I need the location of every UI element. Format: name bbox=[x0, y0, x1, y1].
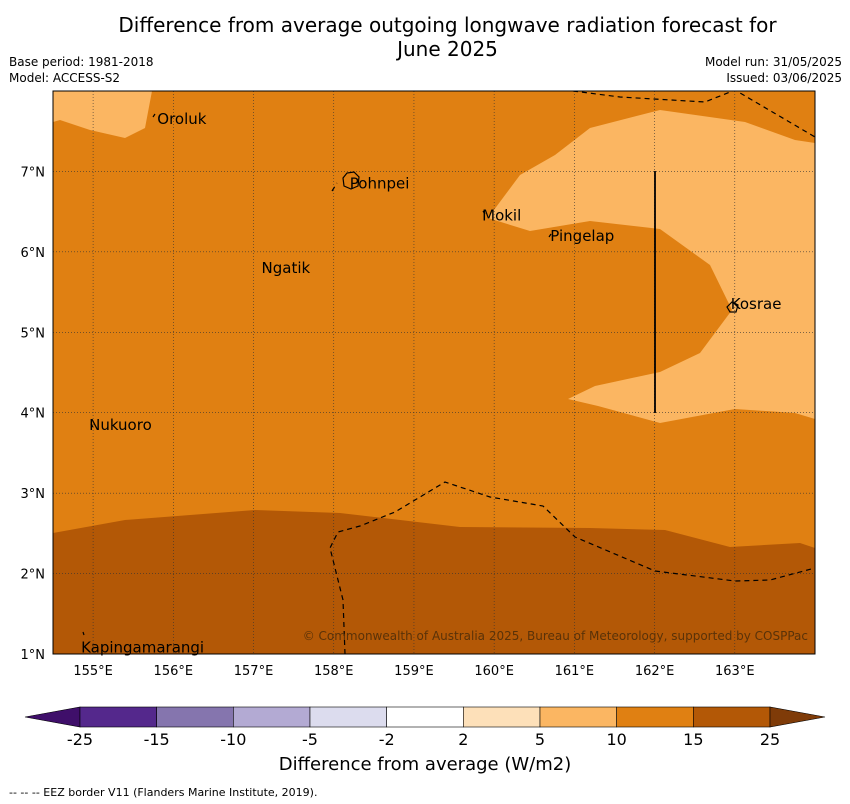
x-tick-label: 156°E bbox=[154, 664, 194, 679]
colorbar-segment bbox=[156, 706, 234, 728]
colorbar: -25 -15 -10 -5 -2 2 5 10 15 25 bbox=[24, 706, 826, 749]
place-label: Nukuoro bbox=[89, 416, 152, 434]
small-atoll-marks bbox=[82, 113, 552, 636]
x-axis-ticks: 155°E 156°E 157°E 158°E 159°E 160°E 161°E 162°E… bbox=[73, 664, 754, 679]
map-frame bbox=[52, 90, 816, 655]
place-label: Pohnpei bbox=[350, 174, 410, 192]
colorbar-segment bbox=[463, 706, 541, 728]
field-15-25 bbox=[53, 510, 815, 654]
eez-border-north bbox=[572, 91, 815, 138]
y-tick-label: 4°N bbox=[21, 407, 46, 422]
x-tick-label: 162°E bbox=[635, 664, 675, 679]
colorbar-tick-label: 10 bbox=[606, 730, 626, 749]
meta-right: Model run: 31/05/2025 Issued: 03/06/2025 bbox=[705, 54, 842, 86]
colorbar-segment bbox=[79, 706, 157, 728]
colorbar-extend-high bbox=[769, 706, 826, 728]
eez-border-stub bbox=[331, 182, 338, 192]
colorbar-tick-label: 25 bbox=[760, 730, 780, 749]
y-tick-label: 2°N bbox=[21, 568, 46, 583]
y-tick-label: 1°N bbox=[21, 648, 46, 663]
eez-note: -- -- -- EEZ border V11 (Flanders Marine… bbox=[9, 786, 318, 799]
colorbar-tick-label: -15 bbox=[144, 730, 170, 749]
colorbar-title: Difference from average (W/m2) bbox=[278, 754, 572, 775]
place-label: Mokil bbox=[482, 207, 521, 225]
map-fields bbox=[53, 91, 815, 654]
x-tick-label: 160°E bbox=[474, 664, 514, 679]
meta-left: Base period: 1981-2018 Model: ACCESS-S2 bbox=[9, 54, 154, 86]
base-period: Base period: 1981-2018 bbox=[9, 55, 154, 69]
place-label: Ngatik bbox=[262, 259, 311, 277]
model-name: Model: ACCESS-S2 bbox=[9, 71, 121, 85]
place-label: Pingelap bbox=[550, 227, 614, 245]
colorbar-tick-label: -25 bbox=[67, 730, 93, 749]
place-label: Kapingamarangi bbox=[81, 639, 204, 657]
chart-title: Difference from average outgoing longwav… bbox=[0, 13, 850, 61]
field-5-10-east bbox=[488, 110, 815, 423]
colorbar-tick-label: -2 bbox=[379, 730, 395, 749]
colorbar-extend-low bbox=[24, 706, 81, 728]
y-tick-label: 5°N bbox=[21, 326, 46, 341]
colorbar-tick-label: 5 bbox=[535, 730, 545, 749]
x-tick-label: 155°E bbox=[73, 664, 113, 679]
y-tick-label: 3°N bbox=[21, 487, 46, 502]
x-tick-label: 159°E bbox=[394, 664, 434, 679]
y-axis-ticks: 1°N 2°N 3°N 4°N 5°N 6°N 7°N bbox=[21, 165, 46, 663]
map-svg: Oroluk Pohnpei Mokil Pingelap Ngatik Kosrae Nu… bbox=[21, 90, 826, 749]
colorbar-tick-label: -10 bbox=[220, 730, 246, 749]
x-tick-label: 157°E bbox=[234, 664, 274, 679]
place-labels: Oroluk Pohnpei Mokil Pingelap Ngatik Kosrae Nu… bbox=[81, 110, 781, 656]
place-label: Kosrae bbox=[731, 295, 782, 313]
y-tick-label: 6°N bbox=[21, 246, 46, 261]
y-tick-label: 7°N bbox=[21, 165, 46, 180]
field-5-10-north bbox=[53, 91, 152, 138]
colorbar-tick-label: 15 bbox=[683, 730, 703, 749]
x-tick-label: 161°E bbox=[555, 664, 595, 679]
x-tick-label: 163°E bbox=[715, 664, 755, 679]
eez-borders bbox=[329, 91, 815, 654]
title-line-2: June 2025 bbox=[397, 37, 498, 61]
colorbar-tick-label: -5 bbox=[302, 730, 318, 749]
place-label: Oroluk bbox=[157, 110, 206, 128]
issued-date: Issued: 03/06/2025 bbox=[726, 71, 842, 85]
colorbar-segment bbox=[386, 706, 464, 728]
colorbar-segment bbox=[693, 706, 771, 728]
kosrae-island bbox=[726, 301, 739, 313]
colorbar-segment bbox=[233, 706, 311, 728]
eez-border-south bbox=[329, 481, 815, 654]
model-run: Model run: 31/05/2025 bbox=[704, 55, 842, 69]
pohnpei-island bbox=[342, 171, 360, 190]
x-tick-label: 158°E bbox=[314, 664, 354, 679]
title-line-1: Difference from average outgoing longwav… bbox=[118, 13, 777, 37]
island-outlines bbox=[82, 113, 739, 636]
colorbar-segment bbox=[539, 706, 617, 728]
colorbar-tick-label: 2 bbox=[458, 730, 468, 749]
copyright-text: © Commonwealth of Australia 2025, Bureau… bbox=[303, 629, 808, 643]
colorbar-segment bbox=[616, 706, 694, 728]
colorbar-segment bbox=[309, 706, 387, 728]
